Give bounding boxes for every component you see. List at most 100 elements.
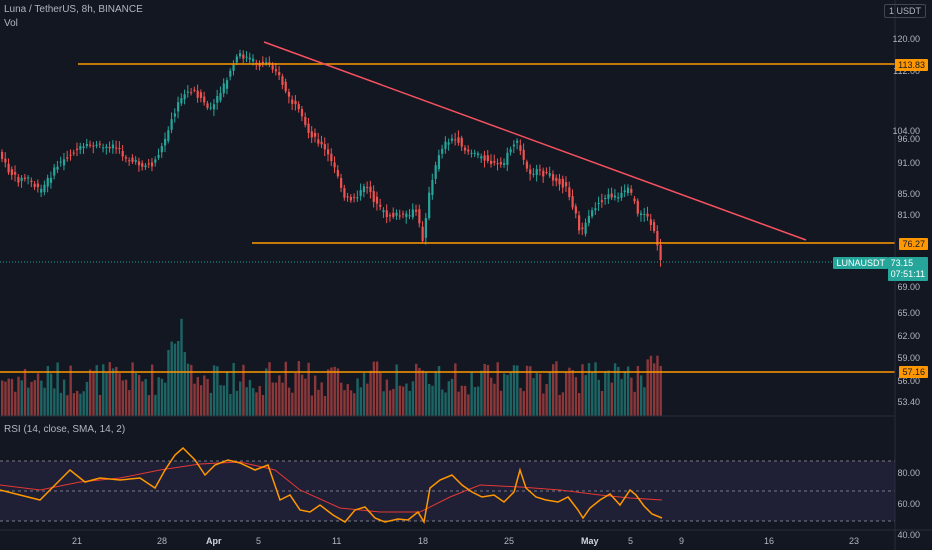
volume-bar bbox=[522, 391, 525, 416]
volume-bar bbox=[659, 365, 662, 416]
volume-bar bbox=[66, 395, 69, 416]
price-axis-label: 65.00 bbox=[897, 308, 920, 318]
symbol-tag: LUNAUSDT bbox=[833, 257, 888, 269]
volume-bar bbox=[480, 370, 483, 416]
volume-bar bbox=[56, 362, 59, 416]
candle-body bbox=[434, 165, 437, 179]
volume-bar bbox=[626, 366, 630, 416]
candle-body bbox=[467, 149, 470, 152]
volume-bar bbox=[124, 379, 128, 416]
volume-bar bbox=[43, 387, 46, 416]
currency-badge[interactable]: 1 USDT bbox=[883, 4, 926, 18]
volume-bar bbox=[359, 387, 362, 416]
volume-bar bbox=[555, 361, 558, 416]
candle-body bbox=[164, 138, 167, 146]
candle-body bbox=[238, 53, 242, 57]
candle-body bbox=[571, 196, 574, 208]
candle-body bbox=[623, 190, 626, 193]
candle-body bbox=[382, 210, 385, 212]
candle-body bbox=[415, 209, 418, 212]
candle-body bbox=[216, 96, 219, 103]
candle-body bbox=[561, 178, 564, 188]
time-axis-label: 16 bbox=[764, 536, 775, 546]
candle-body bbox=[59, 161, 62, 163]
volume-bar bbox=[506, 374, 509, 416]
candle-body bbox=[388, 215, 392, 217]
volume-bar bbox=[454, 363, 457, 416]
candle-body bbox=[411, 209, 414, 218]
price-axis-label: 59.00 bbox=[897, 353, 920, 363]
candle-body bbox=[490, 160, 493, 164]
candle-body bbox=[529, 169, 532, 174]
candle-body bbox=[395, 212, 398, 216]
chart-title: Luna / TetherUS, 8h, BINANCE bbox=[4, 4, 143, 15]
volume-bar bbox=[398, 385, 402, 416]
volume-bar bbox=[164, 382, 167, 416]
volume-bar bbox=[137, 375, 141, 416]
candle-body bbox=[261, 61, 264, 64]
volume-bar bbox=[431, 385, 434, 416]
volume-bar bbox=[509, 371, 512, 416]
candle-body bbox=[483, 155, 486, 161]
rsi-label: RSI (14, close, SMA, 14, 2) bbox=[4, 424, 126, 435]
candle-body bbox=[300, 109, 304, 117]
volume-bar bbox=[356, 378, 359, 416]
volume-bar bbox=[150, 364, 154, 416]
volume-bar bbox=[190, 364, 193, 416]
candle-body bbox=[92, 145, 95, 147]
time-axis-label: 25 bbox=[504, 536, 515, 546]
candle-body bbox=[617, 197, 620, 199]
candle-body bbox=[542, 170, 545, 177]
volume-bar bbox=[59, 392, 63, 416]
candle-body bbox=[418, 209, 421, 224]
volume-bar bbox=[284, 361, 288, 416]
candle-body bbox=[294, 100, 297, 105]
candle-body bbox=[480, 156, 483, 159]
candle-body bbox=[353, 196, 356, 198]
volume-bar bbox=[340, 382, 343, 416]
volume-bar bbox=[75, 390, 79, 416]
candle-body bbox=[630, 188, 633, 193]
volume-bar bbox=[320, 382, 323, 416]
rsi-line bbox=[0, 446, 663, 525]
candle-body bbox=[14, 172, 17, 175]
candle-body bbox=[49, 177, 53, 183]
volume-bar bbox=[353, 393, 356, 416]
candle-body bbox=[242, 54, 245, 59]
candle-body bbox=[646, 213, 649, 217]
candle-body bbox=[310, 131, 313, 138]
candle-body bbox=[232, 64, 235, 71]
volume-bar bbox=[493, 383, 496, 416]
volume-bar bbox=[349, 390, 353, 416]
volume-bar bbox=[499, 390, 503, 416]
volume-bar bbox=[653, 363, 656, 416]
candle-body bbox=[118, 148, 121, 150]
volume-bar bbox=[180, 318, 183, 416]
candle-body bbox=[548, 173, 551, 176]
candle-body bbox=[177, 102, 180, 112]
candle-body bbox=[496, 163, 499, 165]
volume-bar bbox=[128, 390, 131, 416]
candle-body bbox=[519, 145, 522, 151]
time-axis-label: Apr bbox=[206, 536, 222, 546]
volume-bar bbox=[428, 383, 431, 416]
volume-bar bbox=[209, 392, 213, 416]
candle-body bbox=[597, 203, 600, 205]
volume-bar bbox=[333, 366, 336, 416]
candle-body bbox=[538, 169, 542, 171]
candle-body bbox=[594, 208, 597, 211]
volume-bar bbox=[444, 392, 447, 416]
candle-body bbox=[366, 187, 369, 189]
volume-bar bbox=[597, 379, 600, 416]
volume-bar bbox=[121, 380, 125, 416]
candle-body bbox=[186, 91, 190, 93]
volume-bar bbox=[291, 392, 294, 416]
volume-bar bbox=[27, 387, 30, 416]
volume-bar bbox=[519, 387, 522, 416]
volume-bar bbox=[258, 386, 261, 416]
volume-bar bbox=[392, 388, 395, 416]
price-axis-label: 85.00 bbox=[897, 189, 920, 199]
volume-bar bbox=[343, 390, 346, 416]
candle-body bbox=[79, 146, 82, 150]
